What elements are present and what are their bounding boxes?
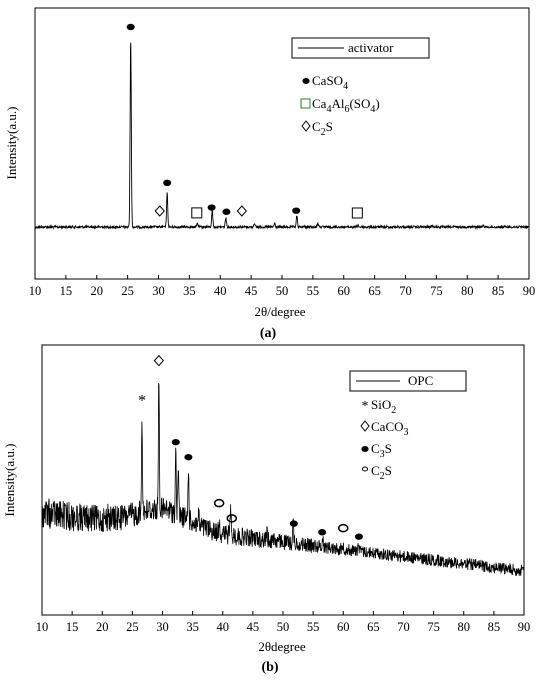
- x-ticks-a: [34, 275, 530, 279]
- x-tick-label: 70: [399, 284, 412, 298]
- marker-ca4al6so4: [191, 207, 203, 219]
- marker-c3s: [289, 520, 298, 527]
- x-tick-label: 55: [307, 620, 320, 634]
- x-tick-label: 60: [337, 620, 350, 634]
- legend-symbol-sio2: *: [362, 399, 369, 414]
- caption-b: (b): [261, 660, 278, 675]
- legend-b: OPC * SiO2 CaCO3 C3S C2S: [349, 370, 467, 482]
- x-tick-label: 80: [461, 284, 474, 298]
- x-tick-label: 35: [183, 284, 196, 298]
- x-tick-label: 45: [247, 620, 260, 634]
- marker-c2s: [226, 514, 238, 523]
- x-ticks-b: [41, 611, 525, 615]
- x-tick-label: 15: [60, 284, 73, 298]
- x-tick-label: 85: [492, 284, 505, 298]
- marker-caso4: [292, 207, 301, 214]
- legend-box-b: [349, 370, 467, 392]
- legend-label-opc: OPC: [408, 373, 433, 388]
- x-tick-label: 90: [518, 620, 531, 634]
- legend-symbol-c3: [361, 446, 369, 452]
- x-tick-label: 75: [427, 620, 440, 634]
- x-tick-label: 50: [277, 620, 290, 634]
- x-tick-label: 85: [488, 620, 501, 634]
- caption-a: (a): [260, 326, 277, 341]
- panel-a: 10 15 20 25 30 35 40 45 50 55 60 65 70 75 80 85 90 2θ/de…: [4, 7, 536, 341]
- x-tick-label: 75: [430, 284, 443, 298]
- x-tick-labels-a: 10 15 20 25 30 35 40 45 50 55 60 65 70 75 80 85 90: [29, 284, 536, 298]
- marker-caso4: [126, 23, 135, 31]
- legend-text: C2S: [371, 463, 392, 482]
- x-tick-label: 10: [29, 284, 42, 298]
- x-tick-label: 65: [368, 284, 381, 298]
- x-tick-label: 70: [397, 620, 410, 634]
- x-tick-label: 55: [307, 284, 320, 298]
- legend-symbol-c2: [301, 120, 311, 132]
- x-tick-label: 30: [156, 620, 169, 634]
- x-tick-label: 65: [367, 620, 380, 634]
- x-axis-label-a: 2θ/degree: [255, 304, 306, 319]
- marker-sio2: *: [138, 392, 146, 409]
- x-tick-label: 25: [121, 284, 134, 298]
- legend-symbol-c2: [361, 466, 369, 472]
- x-tick-label: 30: [152, 284, 165, 298]
- x-tick-label: 15: [66, 620, 79, 634]
- legend-symbol-ca4: [300, 98, 311, 109]
- legend-box-a: [291, 37, 430, 59]
- marker-c3s: [184, 453, 193, 461]
- legend-symbol-caso4: [302, 78, 310, 84]
- x-tick-label: 35: [186, 620, 199, 634]
- legend-a: activator CaSO4 Ca4Al6(SO4) C2S: [291, 37, 430, 138]
- phase-markers-a: [126, 23, 363, 219]
- legend-text: SiO2: [371, 397, 396, 416]
- x-tick-label: 10: [36, 620, 49, 634]
- phase-markers-b: *: [138, 354, 363, 540]
- marker-c3s: [171, 438, 180, 446]
- legend-symbol-caco3: [360, 420, 370, 432]
- x-tick-label: 50: [276, 284, 289, 298]
- marker-c2s: [154, 205, 165, 217]
- marker-ca4al6so4: [351, 207, 363, 219]
- legend-text: C2S: [312, 119, 333, 138]
- y-axis-label-a: Intensity(a.u.): [4, 107, 19, 180]
- x-tick-label: 90: [523, 284, 536, 298]
- legend-text: CaSO4: [312, 73, 348, 92]
- y-axis-label-b: Intensity(a.u.): [2, 444, 17, 517]
- marker-c2s: [213, 498, 225, 508]
- marker-caso4: [163, 179, 172, 186]
- legend-label-activator: activator: [348, 40, 394, 55]
- marker-c2s: [236, 205, 248, 217]
- marker-caco3: [153, 354, 165, 367]
- activator-pattern-line: [34, 42, 530, 230]
- marker-c2s: [338, 523, 349, 533]
- plot-frame-a: [34, 7, 530, 280]
- x-tick-label: 60: [338, 284, 351, 298]
- x-tick-labels-b: 10 15 20 25 30 35 40 45 50 55 60 65 70 75 80 85 90: [36, 620, 531, 634]
- marker-caso4: [207, 204, 216, 211]
- x-tick-label: 40: [214, 284, 227, 298]
- legend-text: C3S: [371, 441, 392, 460]
- x-tick-label: 40: [217, 620, 230, 634]
- x-tick-label: 20: [91, 284, 104, 298]
- panel-b: 10 15 20 25 30 35 40 45 50 55 60 65 70 75 80 85 90 * 2θd…: [2, 344, 531, 675]
- legend-text: Ca4Al6(SO4): [312, 96, 380, 115]
- marker-c3s: [354, 533, 363, 540]
- x-tick-label: 80: [458, 620, 471, 634]
- x-tick-label: 20: [96, 620, 109, 634]
- x-axis-label-b: 2θdegree: [258, 639, 306, 654]
- x-tick-label: 45: [245, 284, 258, 298]
- marker-caso4: [222, 208, 231, 215]
- legend-text: CaCO3: [371, 419, 409, 438]
- marker-c3s: [318, 529, 327, 536]
- opc-pattern-line: [41, 383, 525, 576]
- x-tick-label: 25: [126, 620, 139, 634]
